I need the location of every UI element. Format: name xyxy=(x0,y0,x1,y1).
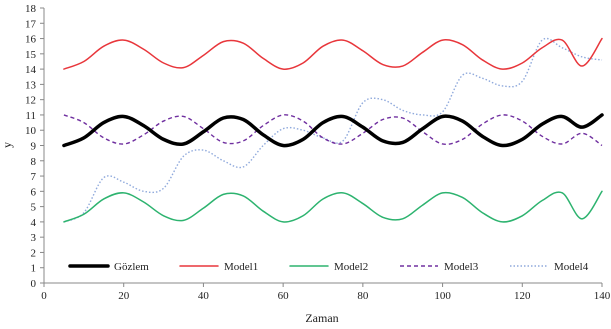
y-tick-label: 5 xyxy=(31,202,37,214)
y-tick-label: 13 xyxy=(25,79,37,91)
series-layer xyxy=(62,37,604,223)
series-line-model3 xyxy=(63,114,603,147)
y-tick-label: 11 xyxy=(25,110,36,122)
y-axis-label: y xyxy=(0,142,14,148)
y-tick-label: 9 xyxy=(31,141,37,153)
y-tick-label: 2 xyxy=(31,247,37,259)
y-tick-label: 7 xyxy=(31,171,37,183)
x-tick-label: 100 xyxy=(434,290,451,302)
y-tick-label: 8 xyxy=(31,156,37,168)
x-tick-label: 120 xyxy=(514,290,531,302)
y-tick-label: 3 xyxy=(31,232,37,244)
y-tick-label: 17 xyxy=(25,18,37,30)
series-line-model1 xyxy=(63,37,603,70)
series-line-model4 xyxy=(63,37,603,223)
y-tick-label: 0 xyxy=(31,278,37,290)
y-tick-label: 1 xyxy=(31,263,37,275)
legend-label-g-zlem: Gözlem xyxy=(114,261,149,273)
y-tick-label: 14 xyxy=(25,64,37,76)
series-line-model2 xyxy=(63,190,603,223)
x-tick-label: 0 xyxy=(41,290,47,302)
y-tick-label: 15 xyxy=(25,49,37,61)
x-tick-label: 80 xyxy=(357,290,369,302)
x-tick-label: 40 xyxy=(198,290,210,302)
legend-label-model3: Model3 xyxy=(444,261,479,273)
x-tick-label: 60 xyxy=(278,290,290,302)
x-tick-label: 20 xyxy=(118,290,130,302)
legend: Gözlem Model1 Model2 Model3 Model4 xyxy=(68,261,589,273)
x-tick-label: 140 xyxy=(594,290,611,302)
y-tick-label: 12 xyxy=(25,95,36,107)
series-line-g-zlem xyxy=(62,113,604,148)
legend-label-model1: Model1 xyxy=(224,261,258,273)
y-tick-label: 4 xyxy=(31,217,37,229)
y-tick-label: 10 xyxy=(25,125,37,137)
y-tick-label: 16 xyxy=(25,34,37,46)
legend-label-model2: Model2 xyxy=(334,261,368,273)
legend-label-model4: Model4 xyxy=(554,261,589,273)
y-tick-label: 6 xyxy=(31,186,37,198)
y-tick-label: 18 xyxy=(25,3,37,15)
x-axis-label: Zaman xyxy=(305,311,338,325)
